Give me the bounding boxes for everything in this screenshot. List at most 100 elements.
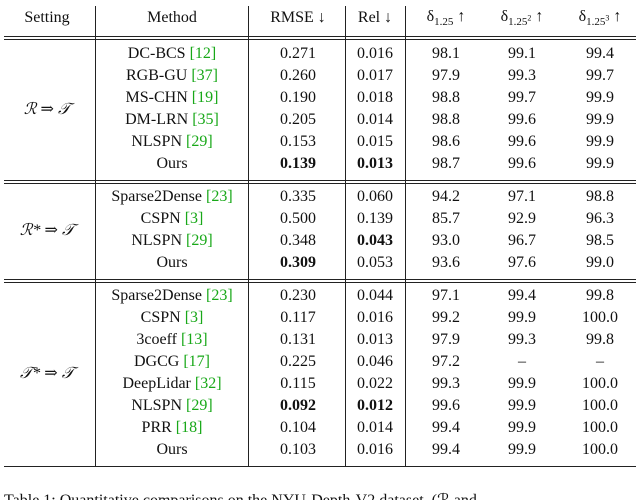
method-name: CSPN: [140, 210, 181, 227]
citation: [35]: [192, 111, 219, 128]
method-cell: DGCG [17]: [134, 353, 210, 371]
method-name: Sparse2Dense: [111, 287, 202, 304]
value-cell: 0.131: [280, 331, 316, 348]
value-cell: 99.6: [508, 155, 536, 172]
value-cell: 0.016: [357, 309, 393, 326]
value-cell: 97.9: [432, 331, 460, 348]
value-cell: 0.205: [280, 111, 316, 128]
column-divider: [405, 6, 406, 466]
value-cell: 97.6: [508, 254, 536, 271]
value-cell: 99.6: [432, 397, 460, 414]
value-cell: 0.060: [357, 188, 393, 205]
method-name: DGCG: [134, 353, 180, 370]
method-name: Sparse2Dense: [111, 188, 202, 205]
value-cell: 99.9: [508, 397, 536, 414]
value-cell: 96.7: [508, 232, 536, 249]
subscript: 1.253: [586, 13, 610, 29]
method-cell: DC-BCS [12]: [128, 45, 216, 63]
value-cell: 99.3: [508, 331, 536, 348]
header-cell: δ1.253 ↑: [579, 8, 622, 28]
value-cell: 99.6: [508, 111, 536, 128]
subscript: 1.25: [434, 16, 454, 29]
value-cell: 99.7: [508, 89, 536, 106]
arrow: ↑: [535, 7, 544, 25]
citation: [23]: [205, 287, 233, 304]
value-cell: 98.8: [432, 89, 460, 106]
citation: [29]: [186, 232, 213, 249]
value-cell: 97.9: [432, 67, 460, 84]
value-cell: 97.1: [432, 287, 460, 304]
method-cell: PRR [18]: [142, 419, 203, 437]
value-cell: 99.9: [586, 133, 614, 150]
arrow: ↑: [457, 7, 466, 25]
subscript: 1.252: [508, 13, 532, 29]
value-cell: 100.0: [582, 309, 618, 326]
value-cell: 99.4: [586, 45, 614, 62]
value-cell: 0.117: [280, 309, 316, 326]
value-cell: 0.271: [280, 45, 316, 62]
method-name: DeepLidar: [122, 375, 191, 392]
citation: [12]: [189, 45, 217, 62]
arrow: ↑: [613, 7, 622, 25]
value-cell: –: [518, 353, 526, 370]
method-cell: Ours: [156, 254, 187, 272]
value-cell: 0.335: [280, 188, 316, 205]
symbol: δ: [426, 7, 435, 25]
superscript: 2: [527, 13, 532, 23]
method-cell: Sparse2Dense [23]: [111, 188, 232, 206]
method-name: NLSPN: [131, 133, 183, 150]
value-cell: –: [596, 353, 604, 370]
value-cell: 0.016: [357, 441, 393, 458]
rule: [4, 282, 636, 283]
method-name: Ours: [156, 254, 188, 271]
value-cell: 100.0: [582, 419, 618, 436]
value-cell: 99.9: [586, 155, 614, 172]
method-name: DC-BCS: [127, 45, 186, 62]
value-cell: 0.092: [280, 397, 316, 414]
value-cell: 99.8: [586, 331, 614, 348]
value-cell: 0.044: [357, 287, 393, 304]
method-cell: Ours: [156, 155, 187, 173]
setting-cell: ℛ ⇒ 𝒯: [23, 101, 71, 118]
method-name: Ours: [156, 155, 188, 172]
citation: [32]: [194, 375, 222, 392]
value-cell: 0.014: [357, 111, 393, 128]
header-cell: δ1.25 ↑: [427, 8, 466, 28]
value-cell: 0.015: [357, 133, 393, 150]
method-cell: Sparse2Dense [23]: [111, 287, 232, 305]
header-cell: RMSE ↓: [270, 9, 326, 26]
caption: Table 1: Quantitative comparisons on the…: [4, 490, 477, 500]
value-cell: 0.013: [357, 155, 393, 172]
value-cell: 0.348: [280, 232, 316, 249]
method-cell: CSPN [3]: [141, 210, 204, 228]
citation: [29]: [186, 397, 213, 414]
value-cell: 97.2: [432, 353, 460, 370]
rule: [4, 39, 636, 40]
citation: [3]: [184, 309, 204, 326]
value-cell: 98.1: [432, 45, 460, 62]
method-cell: CSPN [3]: [141, 309, 204, 327]
rule: [4, 180, 636, 181]
value-cell: 0.139: [357, 210, 393, 227]
header-cell: Rel ↓: [357, 9, 393, 26]
value-cell: 99.9: [508, 419, 536, 436]
value-cell: 0.046: [357, 353, 393, 370]
value-cell: 100.0: [582, 441, 618, 458]
setting-cell: ℛ* ⇒ 𝒯: [19, 222, 75, 239]
value-cell: 99.3: [508, 67, 536, 84]
value-cell: 0.022: [357, 375, 393, 392]
value-cell: 0.012: [357, 397, 393, 414]
rule: [4, 36, 636, 37]
method-cell: RGB-GU [37]: [126, 67, 218, 85]
rule: [4, 466, 636, 467]
symbol: δ: [500, 7, 509, 25]
citation: [29]: [186, 133, 213, 150]
value-cell: 99.9: [508, 375, 536, 392]
value-cell: 0.225: [280, 353, 316, 370]
value-cell: 98.7: [432, 155, 460, 172]
value-cell: 99.9: [508, 309, 536, 326]
value-cell: 99.3: [432, 375, 460, 392]
value-cell: 98.8: [432, 111, 460, 128]
value-cell: 99.9: [586, 89, 614, 106]
value-cell: 0.115: [280, 375, 316, 392]
